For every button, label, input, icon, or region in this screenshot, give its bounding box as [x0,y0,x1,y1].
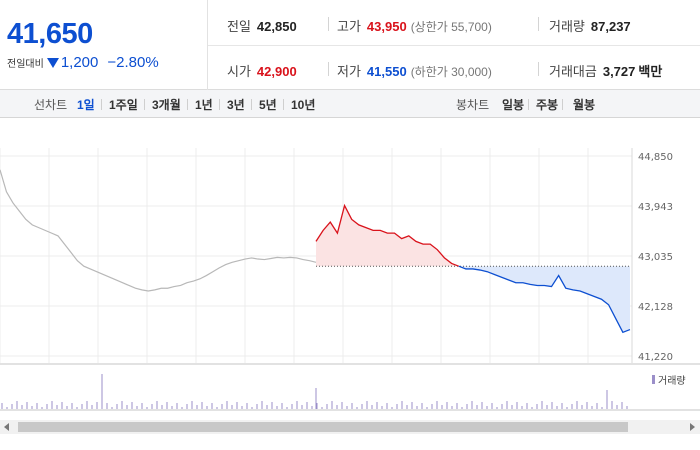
divider [283,99,284,110]
chart-tab-bar: 선차트 1일 1주일 3개월 1년 3년 5년 10년 봉차트 일봉 주봉 월봉 [0,90,700,118]
divider [144,99,145,110]
today-up-line [315,203,459,267]
y-tick-label: 41,220 [638,352,673,363]
stat-value: 43,950 [366,19,407,34]
y-tick-label: 44,850 [638,152,673,163]
change-percent: −2.80% [107,54,159,71]
stat-open: 시가 42,900 [227,61,297,80]
change-row: 전일대비 1,200 −2.80% [7,54,159,71]
up-area [316,205,459,267]
scroll-thumb[interactable] [18,422,628,432]
volume-bars [0,374,700,411]
stat-prev-close: 전일 42,850 [227,16,297,35]
tab-monthly-candle[interactable]: 월봉 [573,98,596,112]
y-axis-ticks: 44,850 43,943 43,035 42,128 41,220 [638,152,673,363]
stat-label: 고가 [337,19,361,34]
chart-grid [0,148,700,365]
change-amount: 1,200 [60,54,99,71]
divider [538,17,539,31]
stats-grid: 전일 42,850 고가 43,950 (상한가 55,700) 거래량 87,237 … [208,0,700,90]
stat-label: 전일 [227,19,251,34]
stat-value: 41,550 [366,64,407,79]
tab-daily-candle[interactable]: 일봉 [502,98,525,112]
stat-value: 3,727 [602,64,636,79]
y-tick-label: 42,128 [638,302,673,313]
tab-3-months[interactable]: 3개월 [152,98,181,112]
change-label: 전일대비 [7,59,44,70]
y-tick-label: 43,035 [638,252,673,263]
chart-lines [0,169,631,334]
volume-legend: 거래량 [652,372,686,387]
divider [219,99,220,110]
divider [538,62,539,76]
price-chart: 44,850 43,943 43,035 42,128 41,220 거래량 [0,118,700,450]
tab-10-years[interactable]: 10년 [291,98,316,112]
current-price: 41,650 [7,18,93,50]
down-triangle-icon [46,57,59,68]
divider [208,45,700,46]
stat-high: 고가 43,950 (상한가 55,700) [337,16,492,35]
previous-day-line [0,169,317,292]
stat-low: 저가 41,550 (하한가 30,000) [337,61,492,80]
divider [101,99,102,110]
divider [251,99,252,110]
price-chart-svg: 44,850 43,943 43,035 42,128 41,220 [0,148,700,411]
divider [328,17,329,31]
stat-label: 거래량 [549,19,585,34]
stat-value: 42,850 [256,19,297,34]
today-down-line [458,265,631,334]
stat-label: 저가 [337,64,361,79]
stat-unit: 백만 [638,64,663,79]
lower-limit: (하한가 30,000) [410,65,492,79]
line-chart-label: 선차트 [34,98,68,112]
tab-1-day[interactable]: 1일 [77,98,95,112]
scroll-left-icon[interactable] [4,423,9,431]
chart-areas [316,205,630,333]
price-box: 41,650 전일대비 1,200 −2.80% [0,0,208,90]
divider [528,99,529,110]
tab-1-week[interactable]: 1주일 [109,98,138,112]
volume-swatch [652,375,655,384]
tab-5-years[interactable]: 5년 [259,98,277,112]
stat-value: 87,237 [590,19,631,34]
tab-3-years[interactable]: 3년 [227,98,245,112]
y-tick-label: 43,943 [638,202,673,213]
stat-label: 거래대금 [549,64,597,79]
stat-trade-value: 거래대금 3,727 백만 [549,61,662,80]
divider [328,62,329,76]
candle-chart-label: 봉차트 [456,98,490,112]
chart-scrollbar[interactable] [0,420,700,434]
tab-1-year[interactable]: 1년 [195,98,213,112]
quote-panel: 41,650 전일대비 1,200 −2.80% 전일 42,850 고가 43,9… [0,0,700,90]
divider [187,99,188,110]
scroll-right-icon[interactable] [690,423,695,431]
stat-value: 42,900 [256,64,297,79]
down-area [458,266,630,333]
stat-label: 시가 [227,64,251,79]
divider [562,99,563,110]
stat-volume: 거래량 87,237 [549,16,631,35]
tab-weekly-candle[interactable]: 주봉 [536,98,559,112]
volume-legend-label: 거래량 [658,376,686,387]
upper-limit: (상한가 55,700) [410,20,492,34]
